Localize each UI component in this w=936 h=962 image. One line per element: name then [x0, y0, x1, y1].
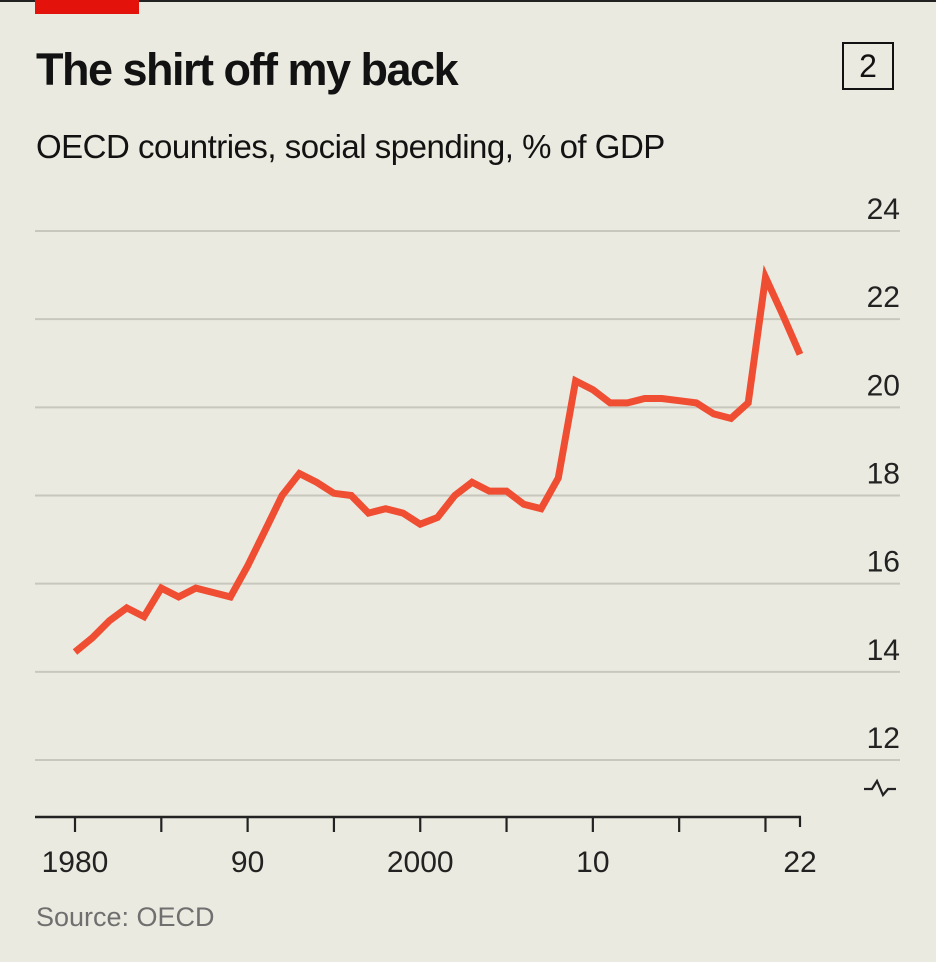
- y-tick-label: 18: [867, 458, 900, 491]
- x-tick-label: 90: [231, 846, 264, 879]
- chart-title: The shirt off my back: [36, 44, 459, 95]
- x-tick-label: 22: [783, 846, 816, 879]
- y-tick-label: 12: [867, 722, 900, 755]
- x-tick-label: 1980: [42, 846, 109, 879]
- y-tick-label: 24: [867, 193, 900, 226]
- axis-break-icon: [864, 778, 896, 798]
- y-tick-label: 16: [867, 546, 900, 579]
- source-note: Source: OECD: [36, 902, 215, 932]
- x-tick-label: 10: [576, 846, 609, 879]
- y-tick-label: 20: [867, 369, 900, 402]
- y-tick-label: 22: [867, 281, 900, 314]
- chart-subtitle: OECD countries, social spending, % of GD…: [36, 128, 665, 165]
- x-tick-label: 2000: [387, 846, 454, 879]
- top-rule: [0, 0, 936, 2]
- brand-tag: [35, 0, 139, 14]
- y-tick-label: 14: [867, 634, 900, 667]
- series-line-social-spending: [72, 264, 804, 655]
- chart-number-badge: 2: [842, 42, 894, 90]
